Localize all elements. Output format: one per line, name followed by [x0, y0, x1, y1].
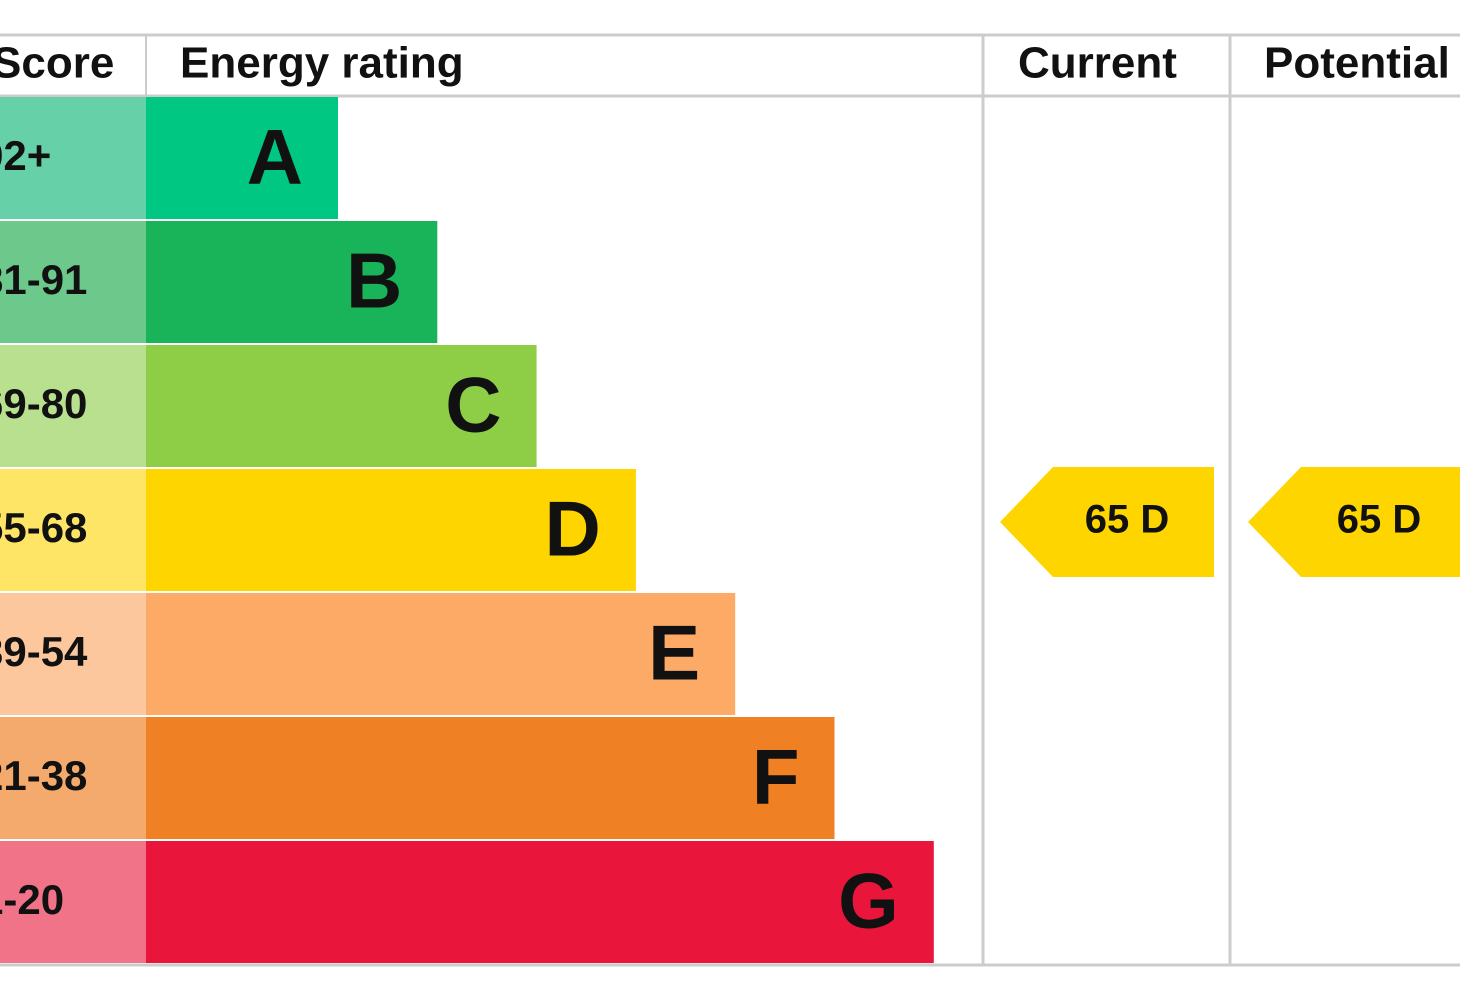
score-range: 21-38 — [0, 752, 87, 799]
header-rating: Energy rating — [180, 39, 464, 88]
header-current: Current — [1018, 39, 1177, 88]
band-bar — [146, 345, 537, 467]
header-score: Score — [0, 39, 114, 88]
band-letter: G — [838, 857, 899, 945]
score-range: 39-54 — [0, 628, 88, 675]
band-bar — [146, 593, 736, 715]
band-letter: B — [346, 237, 402, 325]
score-cell — [0, 593, 146, 715]
band-bar — [146, 469, 636, 591]
band-letter: D — [545, 485, 601, 573]
score-range: 69-80 — [0, 380, 87, 427]
score-range: 92+ — [0, 132, 51, 179]
score-cell — [0, 469, 146, 591]
band-bar — [146, 841, 934, 963]
score-cell — [0, 717, 146, 839]
current-arrow — [1000, 467, 1214, 577]
band-bar — [146, 221, 438, 343]
potential-label: 65 D — [1337, 498, 1422, 542]
band-bar — [146, 97, 338, 219]
score-range: 1-20 — [0, 876, 64, 923]
score-range: 81-91 — [0, 256, 87, 303]
current-label: 65 D — [1085, 498, 1170, 542]
band-bar — [146, 717, 835, 839]
band-letter: E — [648, 609, 700, 697]
band-letter: A — [247, 113, 303, 201]
score-cell — [0, 841, 146, 963]
score-cell — [0, 345, 146, 467]
score-cell — [0, 97, 146, 219]
score-cell — [0, 221, 146, 343]
header-potential: Potential — [1264, 39, 1450, 88]
potential-arrow — [1248, 467, 1460, 577]
band-letter: C — [445, 361, 501, 449]
score-range: 55-68 — [0, 504, 87, 551]
band-letter: F — [752, 733, 800, 821]
